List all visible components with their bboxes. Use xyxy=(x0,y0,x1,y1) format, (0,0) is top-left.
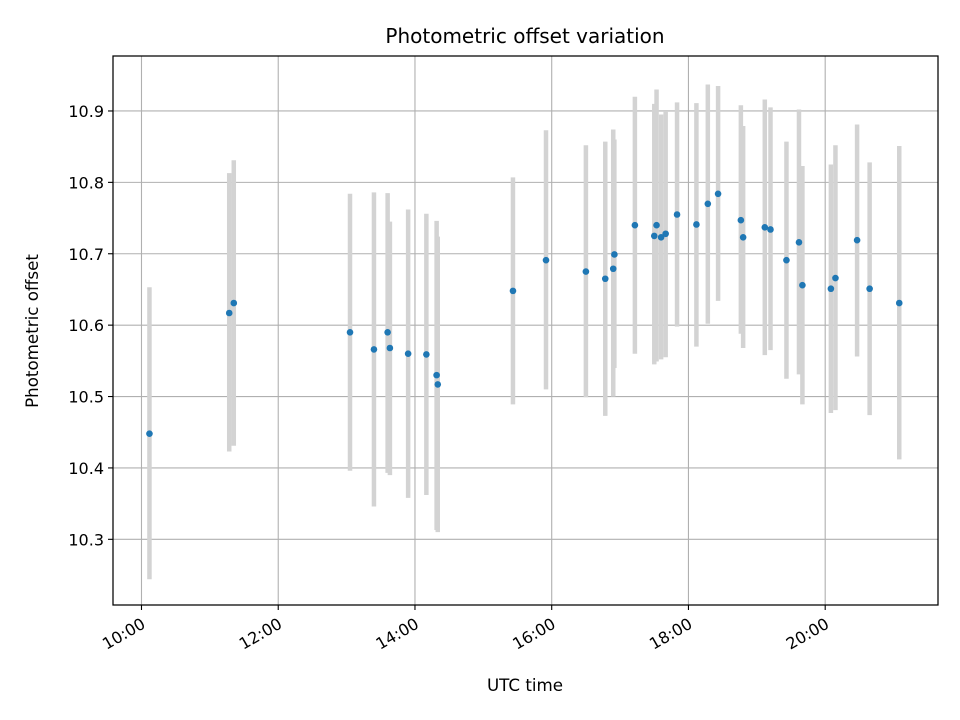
data-point xyxy=(653,221,660,229)
data-point xyxy=(346,328,354,336)
data-point xyxy=(386,344,394,352)
data-point xyxy=(853,236,861,244)
chart-title: Photometric offset variation xyxy=(385,24,664,48)
data-point xyxy=(657,234,665,241)
data-points xyxy=(146,190,903,437)
y-tick-label: 10.8 xyxy=(68,173,104,192)
data-point xyxy=(601,275,609,283)
data-point xyxy=(832,274,839,282)
y-axis-title: Photometric offset xyxy=(22,254,42,408)
data-point xyxy=(827,285,835,293)
y-tick-label: 10.3 xyxy=(68,530,104,549)
data-point xyxy=(866,285,873,293)
data-point xyxy=(433,371,440,379)
data-point xyxy=(225,309,233,317)
y-tick-label: 10.4 xyxy=(68,459,104,478)
data-point xyxy=(895,299,903,307)
data-point xyxy=(662,230,669,238)
data-point xyxy=(693,221,700,228)
y-axis-ticks: 10.3 10.4 10.5 10.6 10.7 10.8 10.9 xyxy=(68,102,113,549)
data-point xyxy=(795,239,803,246)
data-point xyxy=(370,346,378,353)
data-point xyxy=(509,287,517,295)
data-point xyxy=(230,299,238,307)
data-point xyxy=(767,226,774,233)
y-tick-label: 10.5 xyxy=(68,388,104,407)
data-point xyxy=(404,350,412,358)
data-point xyxy=(611,251,618,258)
data-point xyxy=(714,190,722,198)
data-point xyxy=(542,256,550,264)
y-tick-label: 10.6 xyxy=(68,316,104,335)
data-point xyxy=(384,328,391,336)
data-point xyxy=(673,211,681,218)
data-point xyxy=(650,232,658,240)
data-point xyxy=(799,281,806,289)
data-point xyxy=(631,221,639,229)
data-point xyxy=(582,268,590,275)
data-point xyxy=(146,430,153,437)
y-tick-label: 10.7 xyxy=(68,245,104,264)
data-point xyxy=(434,381,442,388)
data-point xyxy=(737,216,745,224)
x-axis-title: UTC time xyxy=(487,675,563,695)
data-point xyxy=(609,265,617,273)
data-point xyxy=(704,200,712,208)
data-point xyxy=(761,224,769,231)
data-point xyxy=(739,234,747,241)
data-point xyxy=(783,256,790,264)
data-point xyxy=(423,351,430,358)
plot-area xyxy=(112,55,939,606)
y-tick-label: 10.9 xyxy=(68,102,104,121)
